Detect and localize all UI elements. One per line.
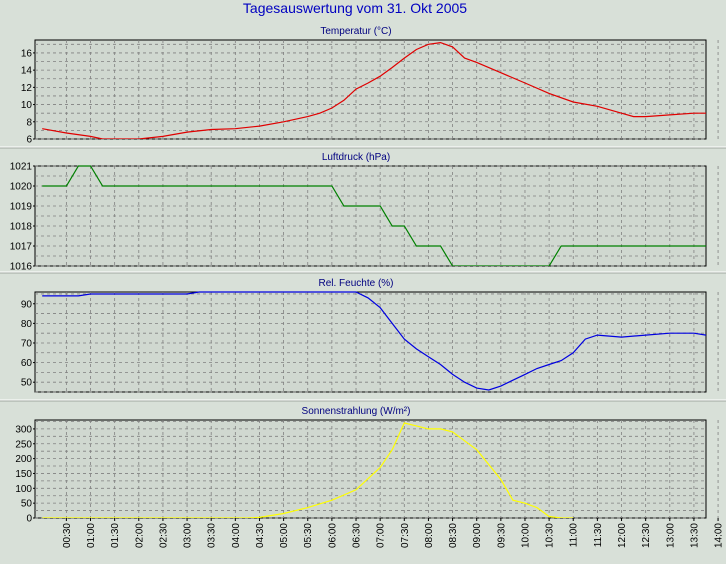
- y-tick-label: 50: [21, 499, 33, 510]
- y-tick-label: 200: [15, 454, 32, 465]
- panel-title: Luftdruck (hPa): [322, 152, 390, 163]
- y-tick-label: 50: [21, 378, 33, 389]
- x-tick-label: 03:30: [207, 523, 218, 548]
- x-tick-label: 10:30: [545, 523, 556, 548]
- panel-title: Temperatur (°C): [320, 26, 391, 37]
- series-line: [42, 422, 574, 518]
- y-tick-label: 250: [15, 439, 32, 450]
- report-title: Tagesauswertung vom 31. Okt 2005: [243, 0, 467, 16]
- x-tick-label: 08:00: [424, 523, 435, 548]
- x-tick-label: 00:30: [62, 523, 73, 548]
- y-tick-label: 1021: [10, 162, 33, 173]
- x-tick-label: 01:30: [110, 523, 121, 548]
- x-tick-label: 02:00: [134, 523, 145, 548]
- y-tick-label: 1019: [10, 202, 33, 213]
- y-tick-label: 14: [21, 66, 33, 77]
- y-tick-label: 0: [26, 514, 32, 525]
- y-tick-label: 150: [15, 469, 32, 480]
- x-tick-label: 02:30: [158, 523, 169, 548]
- x-tick-label: 13:30: [689, 523, 700, 548]
- x-tick-label: 09:30: [496, 523, 507, 548]
- y-tick-label: 60: [21, 358, 33, 369]
- series-line: [42, 291, 706, 391]
- x-tick-label: 05:00: [279, 523, 290, 548]
- y-tick-label: 8: [26, 117, 32, 128]
- chart-panel-1: 1016 1017 1018 1019 1020 1021 Luftdruck (hPa): [10, 152, 719, 273]
- x-tick-label: 05:30: [303, 523, 314, 548]
- x-tick-label: 08:30: [448, 523, 459, 548]
- x-tick-label: 07:00: [376, 523, 387, 548]
- y-tick-label: 16: [21, 48, 33, 59]
- y-tick-label: 10: [21, 100, 33, 111]
- y-tick-label: 1020: [10, 182, 33, 193]
- series-line: [42, 165, 706, 266]
- y-tick-label: 6: [26, 135, 32, 146]
- x-tick-label: 06:00: [327, 523, 338, 548]
- x-tick-label: 10:00: [520, 523, 531, 548]
- y-tick-label: 70: [21, 338, 33, 349]
- chart-panel-2: 50 60 70 80 90 Rel. Feuchte (%): [21, 278, 719, 393]
- x-tick-label: 11:00: [569, 523, 580, 548]
- panel-title: Rel. Feuchte (%): [318, 278, 393, 289]
- x-tick-label: 07:30: [400, 523, 411, 548]
- x-tick-label: 04:00: [231, 523, 242, 548]
- y-tick-label: 80: [21, 319, 33, 330]
- y-tick-label: 1018: [10, 222, 33, 233]
- x-tick-label: 09:00: [472, 523, 483, 548]
- x-tick-label: 11:30: [593, 523, 604, 548]
- chart-panel-0: 6 8 10 12 14 16 Temperatur (°C): [21, 26, 719, 146]
- y-tick-label: 100: [15, 484, 32, 495]
- x-tick-label: 12:30: [641, 523, 652, 548]
- x-tick-label: 12:00: [617, 523, 628, 548]
- x-tick-label: 06:30: [352, 523, 363, 548]
- x-tick-label: 04:30: [255, 523, 266, 548]
- plot-area: [34, 39, 707, 140]
- x-tick-label: 01:00: [86, 523, 97, 548]
- y-tick-label: 90: [21, 299, 33, 310]
- x-tick-label: 13:00: [665, 523, 676, 548]
- chart-panel-3: 0 50 100 150 200 250 300 Sonnenstrahlung (W/m²): [15, 406, 719, 525]
- y-tick-label: 1017: [10, 242, 33, 253]
- y-tick-label: 300: [15, 424, 32, 435]
- plot-area: [34, 291, 707, 393]
- x-tick-label: 14:00: [714, 523, 725, 548]
- series-line: [42, 41, 706, 139]
- panel-title: Sonnenstrahlung (W/m²): [302, 406, 411, 417]
- y-tick-label: 1016: [10, 262, 33, 273]
- x-tick-label: 03:00: [183, 523, 194, 548]
- y-tick-label: 12: [21, 83, 33, 94]
